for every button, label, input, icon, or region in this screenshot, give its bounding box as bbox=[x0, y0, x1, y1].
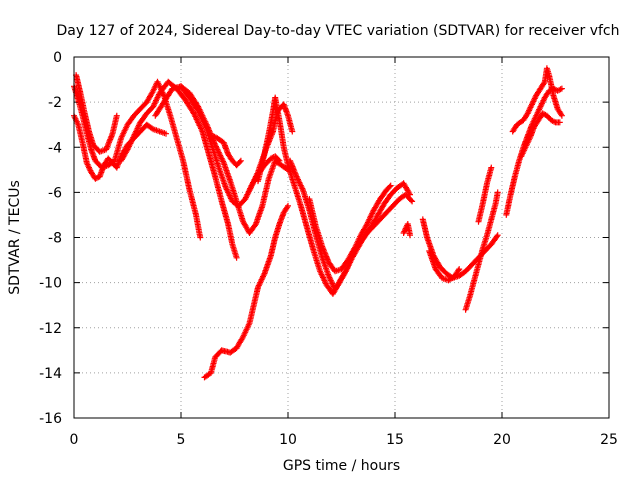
x-axis-label: GPS time / hours bbox=[283, 458, 400, 474]
x-tick-label: 20 bbox=[493, 432, 511, 448]
y-tick-label: -10 bbox=[39, 276, 62, 292]
x-tick-label: 25 bbox=[600, 432, 618, 448]
ticks: 0 5 10 15 20 25 0 -2 -4 -6 -8 -10 -12 -14 -16 bbox=[39, 50, 618, 448]
series-arc-m bbox=[400, 221, 413, 239]
plot-area bbox=[71, 65, 565, 381]
x-tick-label: 10 bbox=[279, 432, 297, 448]
series-arc-b bbox=[71, 78, 204, 241]
series-arc-f bbox=[178, 83, 291, 236]
series-arc-g bbox=[201, 202, 291, 381]
y-tick-label: -6 bbox=[48, 185, 62, 201]
y-tick-label: -12 bbox=[39, 321, 62, 337]
series-arc-o bbox=[426, 248, 463, 284]
series-arc-s bbox=[509, 65, 565, 135]
y-tick-label: -14 bbox=[39, 366, 62, 382]
series-arc-h bbox=[210, 133, 244, 169]
series-arc-c bbox=[73, 72, 120, 155]
x-tick-label: 15 bbox=[386, 432, 404, 448]
x-tick-label: 0 bbox=[70, 432, 79, 448]
series-arc-q bbox=[475, 164, 495, 225]
x-tick-label: 5 bbox=[177, 432, 186, 448]
series-arc-l bbox=[306, 191, 416, 275]
series-arc-t bbox=[518, 110, 563, 160]
y-tick-label: -4 bbox=[48, 140, 62, 156]
y-tick-label: -2 bbox=[48, 95, 62, 111]
series-arc-d bbox=[118, 78, 240, 261]
y-tick-label: -16 bbox=[39, 411, 62, 427]
plot-frame bbox=[73, 56, 610, 419]
y-tick-label: -8 bbox=[48, 231, 62, 247]
y-axis-label: SDTVAR / TECUs bbox=[7, 180, 23, 295]
y-tick-label: 0 bbox=[53, 50, 62, 66]
series-arc-p bbox=[462, 189, 501, 313]
chart-title: Day 127 of 2024, Sidereal Day-to-day VTE… bbox=[56, 23, 619, 39]
